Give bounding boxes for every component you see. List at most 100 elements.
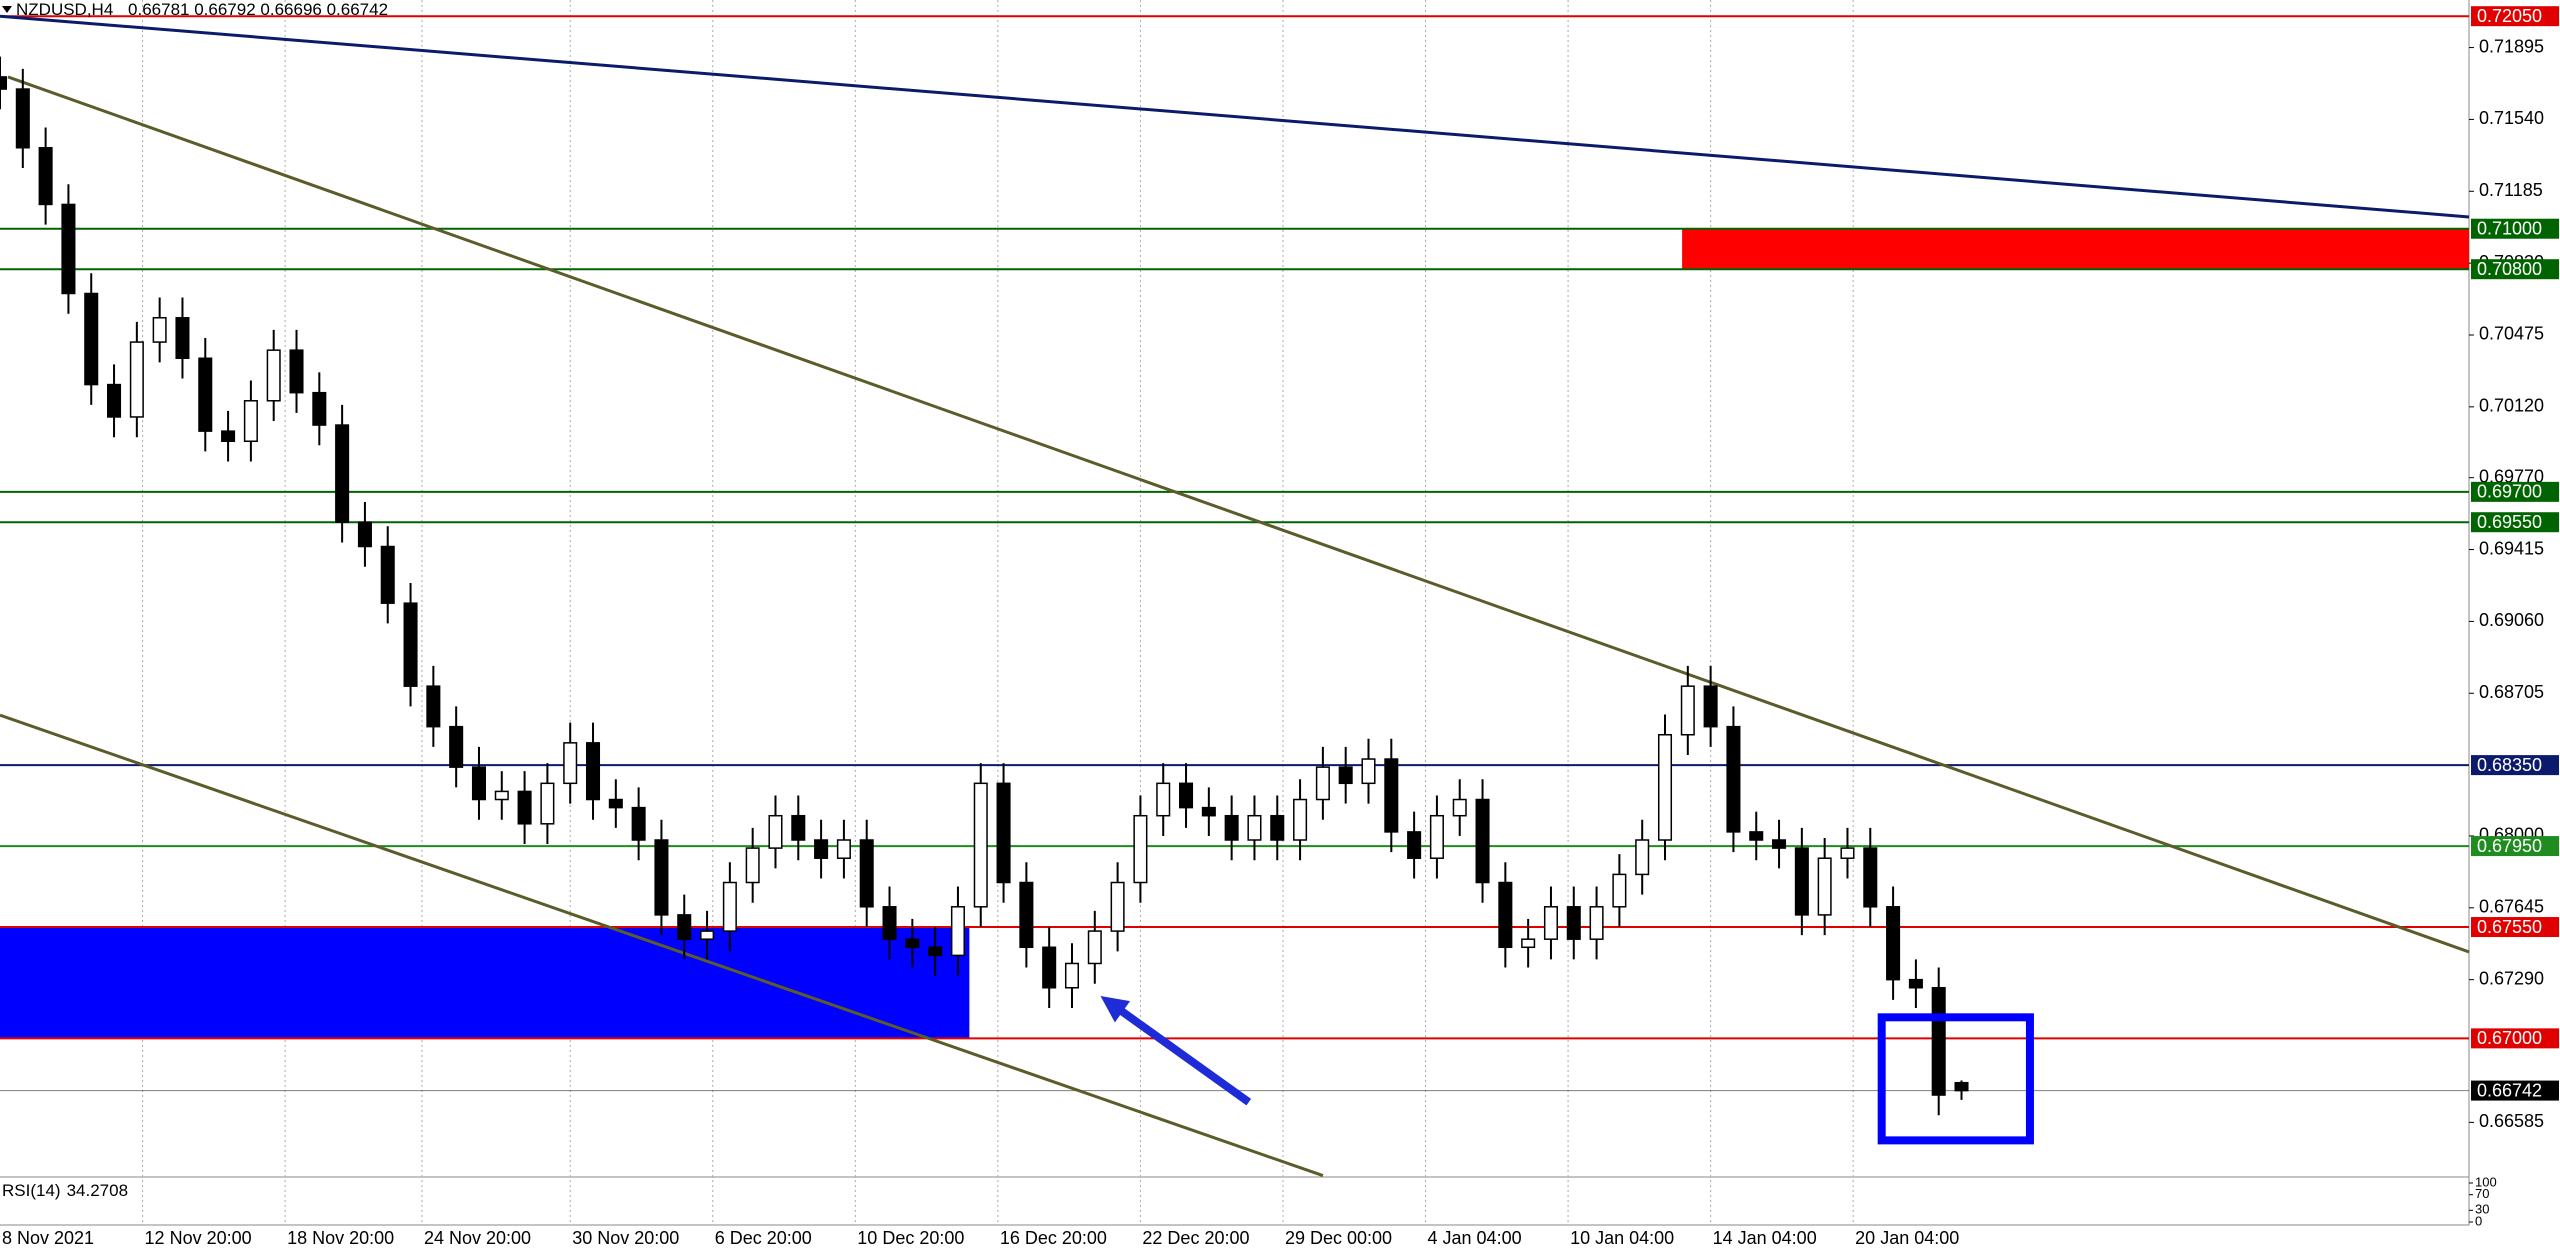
level-label-box <box>2471 481 2559 502</box>
candle-body <box>1498 881 1513 949</box>
candle-body <box>1179 782 1194 809</box>
candle-body <box>791 814 806 841</box>
candle-body <box>996 782 1011 884</box>
price-zone <box>0 927 970 1039</box>
candle-body <box>836 839 851 859</box>
level-label: 0.69550 <box>2477 512 2542 532</box>
indicator-name: RSI(14) <box>2 1181 61 1200</box>
candle-body <box>152 317 167 343</box>
level-label: 0.67950 <box>2477 836 2542 856</box>
candle-body <box>61 203 76 295</box>
candle-body <box>1886 906 1901 981</box>
candle-body <box>1019 881 1034 949</box>
level-label-box <box>2471 1080 2559 1101</box>
y-tick-label: 0.69060 <box>2479 610 2544 630</box>
arrow-head <box>1100 996 1131 1023</box>
x-tick-label: 10 Jan 04:00 <box>1570 1228 1674 1248</box>
candle-body <box>654 839 669 916</box>
symbol: NZDUSD,H4 <box>16 0 113 19</box>
level-label: 0.70800 <box>2477 259 2542 279</box>
candle-body <box>1201 806 1216 817</box>
candle-body <box>950 906 965 957</box>
level-label-box <box>2471 917 2559 938</box>
candle-body <box>745 847 760 884</box>
candle-body <box>198 357 213 432</box>
arrow-shaft <box>1107 999 1252 1106</box>
candle-body <box>1338 766 1353 785</box>
y-tick-label: 0.67290 <box>2479 968 2544 988</box>
candle-body <box>15 88 30 149</box>
candle-body <box>882 906 897 940</box>
level-label: 0.72050 <box>2477 6 2542 26</box>
x-tick-label: 18 Nov 20:00 <box>287 1228 394 1248</box>
open-value: 0.66781 <box>128 0 189 19</box>
candle-body <box>1224 814 1239 841</box>
x-tick-label: 22 Dec 20:00 <box>1142 1228 1249 1248</box>
y-tick-label: 0.71540 <box>2479 108 2544 128</box>
indicator-value: 34.2708 <box>67 1181 128 1200</box>
level-label: 0.71000 <box>2477 218 2542 238</box>
candle-body <box>335 424 350 523</box>
candle-body <box>494 790 509 801</box>
candle-body <box>928 946 943 957</box>
candle-body <box>380 545 395 604</box>
candle-body <box>1635 839 1650 876</box>
rsi-tick-label: 70 <box>2475 1186 2489 1201</box>
y-tick-label: 0.71185 <box>2479 180 2543 200</box>
candle-body <box>107 383 122 418</box>
x-tick-label: 10 Dec 20:00 <box>857 1228 964 1248</box>
candle-body <box>403 602 418 687</box>
level-label-box <box>2471 6 2559 27</box>
trendline <box>0 713 1324 1178</box>
trendline <box>0 14 2470 219</box>
candle-body <box>175 317 190 360</box>
candle-body <box>1749 831 1764 841</box>
level-label-box <box>2471 259 2559 280</box>
candle-body <box>1042 946 1057 989</box>
candle-body <box>1247 814 1262 841</box>
y-tick-label: 0.69415 <box>2479 538 2544 558</box>
candle-body <box>1429 814 1444 859</box>
candle-body <box>905 938 920 949</box>
y-tick-label: 0.66585 <box>2479 1111 2544 1131</box>
level-label: 0.67550 <box>2477 917 2542 937</box>
indicator-title: RSI(14) 34.2708 <box>2 1181 128 1200</box>
candle-body <box>1087 930 1102 965</box>
candle-body <box>1064 962 1080 989</box>
candle-body <box>1931 987 1946 1096</box>
candle-body <box>517 790 532 825</box>
candle-body <box>1566 906 1581 940</box>
candle-body <box>1726 725 1741 833</box>
candle-body <box>243 400 258 443</box>
candle-body <box>1475 798 1490 884</box>
x-tick-label: 24 Nov 20:00 <box>424 1228 531 1248</box>
candle-body <box>677 914 692 940</box>
candle-body <box>1817 857 1832 916</box>
y-tick-label: 0.70475 <box>2479 324 2544 344</box>
candle-body <box>1293 798 1308 841</box>
rsi-tick-label: 0 <box>2475 1213 2482 1228</box>
candle-body <box>608 798 623 809</box>
x-tick-label: 4 Jan 04:00 <box>1428 1228 1522 1248</box>
x-tick-label: 29 Dec 00:00 <box>1285 1228 1392 1248</box>
level-label-box <box>2471 1028 2559 1049</box>
candle-body <box>266 349 281 402</box>
candle-body <box>1133 814 1148 884</box>
candle-body <box>1840 847 1855 859</box>
y-tick-label: 0.70120 <box>2479 396 2544 416</box>
candle-body <box>585 742 601 801</box>
candle-body <box>1543 906 1558 940</box>
candle-body <box>814 839 829 859</box>
level-label-box <box>2471 836 2559 857</box>
menu-triangle <box>2 6 12 13</box>
highlight-box <box>1877 1013 2034 1145</box>
candle-body <box>84 292 99 386</box>
x-tick-label: 16 Dec 20:00 <box>1000 1228 1107 1248</box>
level-label: 0.69700 <box>2477 482 2542 502</box>
x-tick-label: 8 Nov 2021 <box>2 1228 94 1248</box>
level-label: 0.66742 <box>2477 1080 2542 1100</box>
y-tick-label: 0.68705 <box>2479 682 2544 702</box>
price-zone <box>1682 228 2469 270</box>
